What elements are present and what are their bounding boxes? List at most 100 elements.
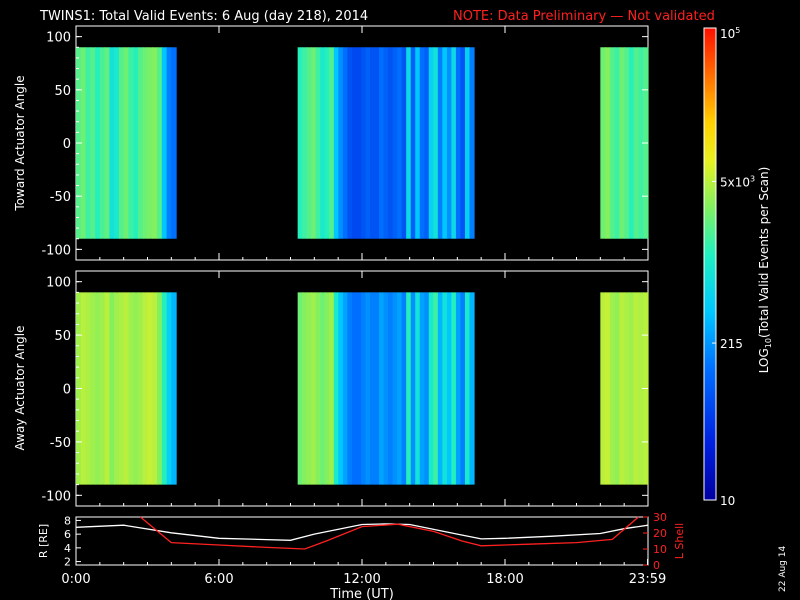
away-cell-2-5 xyxy=(315,292,321,485)
away-cell-1-9 xyxy=(114,292,120,485)
time-tick-label: 18:00 xyxy=(486,572,523,587)
toward-cell-3-8 xyxy=(633,47,640,239)
away-cell-2-1 xyxy=(297,292,303,485)
away-ytick-label: 50 xyxy=(54,329,71,344)
away-cell-3-4 xyxy=(614,292,620,485)
away-cell-1-17 xyxy=(152,292,158,485)
away-ylabel: Away Actuator Angle xyxy=(13,325,27,450)
toward-cell-2-25 xyxy=(406,47,412,239)
toward-cell-2-11 xyxy=(342,47,348,239)
away-cell-1-13 xyxy=(133,292,139,485)
away-cell-2-10 xyxy=(338,292,344,485)
away-cell-2-32 xyxy=(437,292,443,485)
away-cell-1-18 xyxy=(157,292,163,485)
toward-cell-1-20 xyxy=(166,47,172,239)
away-cell-1-8 xyxy=(109,292,115,485)
toward-ytick-label: -50 xyxy=(50,190,71,205)
away-cell-2-27 xyxy=(415,292,421,485)
colorbar-tick-label: 105 xyxy=(720,26,740,41)
toward-cell-2-10 xyxy=(338,47,344,239)
l-shell-line xyxy=(139,516,639,550)
away-cell-2-34 xyxy=(446,292,452,485)
away-cell-2-21 xyxy=(388,292,394,485)
away-cell-1-11 xyxy=(123,292,130,485)
away-cell-2-30 xyxy=(428,292,434,485)
toward-cell-2-15 xyxy=(360,47,367,239)
away-cell-2-36 xyxy=(455,292,462,485)
away-cell-2-12 xyxy=(347,292,353,485)
orbit-left-tick-label: 4 xyxy=(64,542,71,555)
away-cell-1-15 xyxy=(142,292,149,485)
toward-cell-2-6 xyxy=(320,47,326,239)
toward-cell-1-17 xyxy=(152,47,158,239)
toward-cell-1-19 xyxy=(161,47,168,239)
toward-cell-1-13 xyxy=(133,47,139,239)
toward-cell-2-18 xyxy=(374,47,380,239)
away-cell-2-31 xyxy=(433,292,439,485)
away-cell-2-37 xyxy=(460,292,466,485)
toward-cell-2-14 xyxy=(356,47,362,239)
away-cell-1-20 xyxy=(166,292,172,485)
toward-cell-1-11 xyxy=(123,47,130,239)
toward-cell-1-7 xyxy=(104,47,110,239)
toward-cell-2-33 xyxy=(442,47,448,239)
away-cell-1-10 xyxy=(118,292,125,485)
away-cell-1-7 xyxy=(104,292,110,485)
date-stamp: 22 Aug 14 xyxy=(778,546,788,592)
time-axis-label: Time (UT) xyxy=(329,587,394,600)
orbit-left-tick-label: 8 xyxy=(64,514,71,527)
away-cell-3-7 xyxy=(628,292,635,485)
toward-cell-2-27 xyxy=(415,47,421,239)
toward-cell-1-12 xyxy=(128,47,134,239)
toward-cell-1-14 xyxy=(137,47,144,239)
time-tick-label: 23:59 xyxy=(629,572,666,587)
toward-ytick-label: -100 xyxy=(41,243,71,258)
away-cell-2-20 xyxy=(383,292,389,485)
toward-cell-2-5 xyxy=(315,47,321,239)
toward-cell-2-7 xyxy=(324,47,330,239)
colorbar-tick-label: 10 xyxy=(720,494,735,508)
toward-cell-2-8 xyxy=(329,47,335,239)
away-cell-3-8 xyxy=(633,292,640,485)
orbit-left-tick-label: 6 xyxy=(64,528,71,541)
away-cell-2-25 xyxy=(406,292,412,485)
toward-cell-2-36 xyxy=(455,47,462,239)
away-cell-3-2 xyxy=(605,292,611,485)
time-tick-label: 0:00 xyxy=(61,572,90,587)
away-cell-3-1 xyxy=(600,292,606,485)
away-cell-2-7 xyxy=(324,292,330,485)
away-cell-2-33 xyxy=(442,292,448,485)
away-cell-1-12 xyxy=(128,292,134,485)
away-cell-2-11 xyxy=(342,292,348,485)
away-cell-1-5 xyxy=(95,292,101,485)
preliminary-note: NOTE: Data Preliminary — Not validated xyxy=(453,9,715,24)
away-cell-2-19 xyxy=(379,292,385,485)
toward-cell-2-30 xyxy=(428,47,434,239)
toward-cell-1-16 xyxy=(147,47,153,239)
away-ytick-label: 100 xyxy=(46,276,71,291)
away-cell-2-3 xyxy=(306,292,312,485)
away-cell-2-18 xyxy=(374,292,380,485)
time-tick-label: 12:00 xyxy=(343,572,380,587)
away-cell-2-24 xyxy=(401,292,407,485)
toward-ylabel: Toward Actuator Angle xyxy=(13,75,27,211)
away-cell-2-4 xyxy=(311,292,317,485)
away-cell-2-22 xyxy=(392,292,398,485)
away-cell-1-16 xyxy=(147,292,153,485)
toward-cell-1-2 xyxy=(80,47,87,239)
figure-title: TWINS1: Total Valid Events: 6 Aug (day 2… xyxy=(39,9,368,24)
toward-cell-1-8 xyxy=(109,47,115,239)
orbit-left-tick-label: 2 xyxy=(64,556,71,569)
away-cell-2-26 xyxy=(410,292,416,485)
toward-cell-2-38 xyxy=(464,47,471,239)
away-cell-2-38 xyxy=(464,292,471,485)
away-cell-2-35 xyxy=(451,292,457,485)
toward-cell-1-9 xyxy=(114,47,120,239)
away-cell-1-21 xyxy=(171,292,177,485)
away-cell-2-17 xyxy=(370,292,376,485)
away-cell-2-13 xyxy=(351,292,358,485)
toward-cell-2-34 xyxy=(446,47,452,239)
toward-cell-2-23 xyxy=(397,47,403,239)
